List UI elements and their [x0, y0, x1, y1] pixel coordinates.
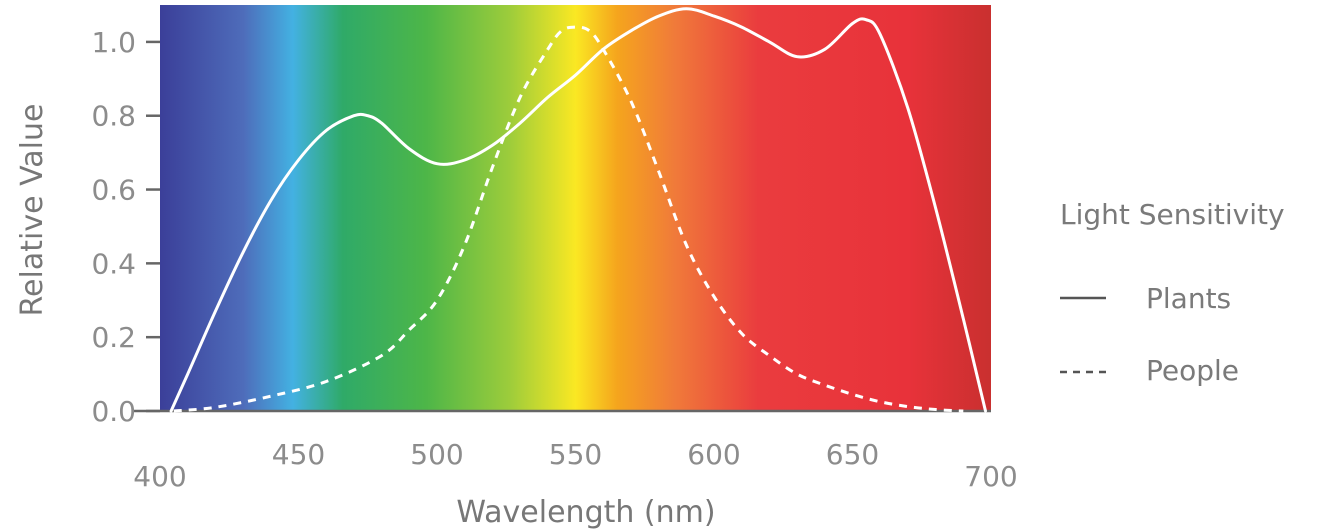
y-tick-label: 0.6 — [91, 174, 136, 207]
x-tick-label: 600 — [687, 438, 740, 471]
x-tick-label: 400 — [133, 460, 186, 493]
x-tick-label: 550 — [549, 438, 602, 471]
x-tick-label: 650 — [826, 438, 879, 471]
x-axis: 400 450 500 550 600 650 700 — [132, 409, 1018, 493]
y-tick-label: 0.0 — [91, 395, 136, 428]
legend: Light Sensitivity Plants People — [1060, 198, 1285, 387]
y-axis: 0.0 0.2 0.4 0.6 0.8 1.0 — [91, 26, 160, 428]
y-tick-label: 0.4 — [91, 247, 136, 280]
series-layer — [169, 7, 987, 413]
x-tick-label: 700 — [964, 460, 1017, 493]
x-tick-label: 450 — [272, 438, 325, 471]
series-line-plants — [169, 7, 987, 413]
legend-plants-label: Plants — [1146, 282, 1231, 315]
y-tick-label: 1.0 — [91, 26, 136, 59]
y-tick-label: 0.8 — [91, 100, 136, 133]
legend-title: Light Sensitivity — [1060, 198, 1285, 231]
y-axis-title: Relative Value — [15, 104, 50, 317]
y-tick-label: 0.2 — [91, 321, 136, 354]
plot-background — [160, 5, 991, 411]
legend-people-label: People — [1146, 354, 1239, 387]
series-line-people — [173, 25, 964, 413]
x-tick-label: 500 — [410, 438, 463, 471]
x-axis-title: Wavelength (nm) — [456, 495, 715, 530]
